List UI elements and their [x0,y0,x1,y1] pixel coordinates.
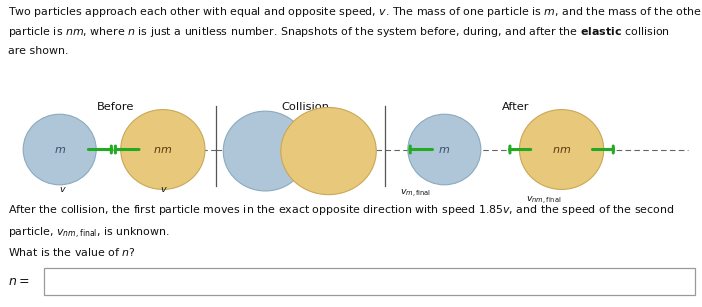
Text: $v_{nm,\mathrm{final}}$: $v_{nm,\mathrm{final}}$ [526,194,562,206]
Text: Collision: Collision [282,102,329,112]
Text: Two particles approach each other with equal and opposite speed, $v$. The mass o: Two particles approach each other with e… [8,5,702,19]
Ellipse shape [223,111,307,191]
Ellipse shape [23,114,96,185]
Text: $m$: $m$ [438,145,451,154]
Text: particle is $nm$, where $n$ is just a unitless number. Snapshots of the system b: particle is $nm$, where $n$ is just a un… [8,25,670,40]
Text: $m$: $m$ [53,145,66,154]
Text: $nm$: $nm$ [153,145,173,154]
Text: $n =$: $n =$ [8,275,30,288]
Ellipse shape [121,110,205,189]
Text: $v_{m,\mathrm{final}}$: $v_{m,\mathrm{final}}$ [400,187,431,199]
Text: $nm$: $nm$ [552,145,571,154]
Text: After the collision, the first particle moves in the exact opposite direction wi: After the collision, the first particle … [8,203,675,217]
Text: $v$: $v$ [59,185,67,194]
Text: are shown.: are shown. [8,46,69,56]
Text: particle, $v_{nm,\mathrm{final}}$, is unknown.: particle, $v_{nm,\mathrm{final}}$, is un… [8,226,170,241]
Text: $v$: $v$ [159,185,168,194]
Text: What is the value of $n$?: What is the value of $n$? [8,246,136,258]
Ellipse shape [519,110,604,189]
FancyBboxPatch shape [44,268,695,295]
Ellipse shape [408,114,481,185]
Text: After: After [502,102,530,112]
Ellipse shape [281,107,376,195]
Text: Before: Before [97,102,135,112]
